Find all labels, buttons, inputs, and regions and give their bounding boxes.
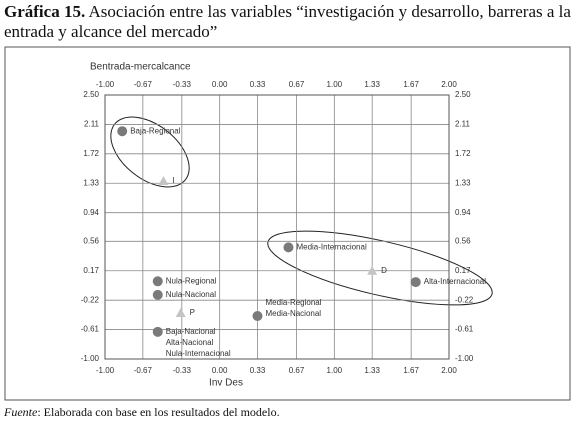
point-label: Media-Nacional <box>266 309 322 318</box>
plot-frame <box>104 94 450 360</box>
x-tick-label: 0.67 <box>289 366 305 375</box>
point-label: I <box>172 176 174 185</box>
point <box>117 126 128 137</box>
cluster-ellipse <box>110 116 190 188</box>
point-label: Alta-Nacional <box>166 338 214 347</box>
point-label: Baja-Regional <box>130 126 180 135</box>
x-tick-label-top: -0.67 <box>134 80 153 89</box>
y-tick-label-right: 0.17 <box>455 266 471 275</box>
y-tick-label-right: 2.11 <box>455 120 471 129</box>
x-tick-label: 1.67 <box>403 366 419 375</box>
x-tick-label-top: 0.00 <box>212 80 228 89</box>
y-tick-label: -0.22 <box>81 295 100 304</box>
chart-frame <box>4 46 571 401</box>
x-tick-label: -0.67 <box>134 366 153 375</box>
y-tick-label-right: -0.22 <box>455 295 474 304</box>
point-label: D <box>381 266 387 275</box>
x-axis-label: Inv Des <box>209 378 243 389</box>
point-label: Nula-Nacional <box>166 290 216 299</box>
y-tick-label-right: -0.61 <box>455 325 474 334</box>
x-tick-label: 1.33 <box>364 366 380 375</box>
x-tick-label-top: 1.00 <box>327 80 343 89</box>
point-label: Baja-Nacional <box>166 327 216 336</box>
triangle-point <box>158 175 169 185</box>
y-tick-label: 1.33 <box>83 178 99 187</box>
y-tick-label: 0.56 <box>83 236 99 245</box>
x-tick-label-top: 1.33 <box>364 80 380 89</box>
x-tick-label-top: 0.67 <box>289 80 305 89</box>
point-label: Alta-Internacional <box>424 277 486 286</box>
point <box>410 277 421 288</box>
point-label: Media-Regional <box>266 298 322 307</box>
y-tick-label-right: 1.33 <box>455 178 471 187</box>
y-tick-label: 1.72 <box>83 149 99 158</box>
source-label: Fuente <box>4 405 38 419</box>
y-tick-label-right: 0.94 <box>455 208 471 217</box>
y-axis-label: Bentrada-mercalcance <box>90 62 191 73</box>
source-text: : Elaborada con base en los resultados d… <box>37 405 280 419</box>
x-tick-label: -1.00 <box>96 366 115 375</box>
title-number: Gráfica 15. <box>4 2 86 21</box>
x-tick-label-top: -1.00 <box>96 80 115 89</box>
y-tick-label: 0.17 <box>83 266 99 275</box>
point <box>252 311 263 322</box>
point-label: Media-Internacional <box>296 242 366 251</box>
point <box>283 242 294 253</box>
y-tick-label-right: 0.56 <box>455 236 471 245</box>
x-tick-label: 2.00 <box>441 366 457 375</box>
y-tick-label: 2.11 <box>84 120 100 129</box>
x-tick-label-top: 2.00 <box>441 80 457 89</box>
triangle-point <box>175 307 186 317</box>
point-label: Nula-Regional <box>166 276 217 285</box>
y-tick-label: 2.50 <box>83 90 99 99</box>
point <box>152 289 163 300</box>
y-tick-label-right: 2.50 <box>455 90 471 99</box>
title: Gráfica 15. Asociación entre las variabl… <box>4 2 572 42</box>
x-tick-label-top: 1.67 <box>403 80 419 89</box>
y-tick-label-right: 1.72 <box>455 149 471 158</box>
x-tick-label: 0.00 <box>212 366 228 375</box>
x-tick-label-top: 0.33 <box>250 80 266 89</box>
x-tick-label: 0.33 <box>250 366 266 375</box>
x-tick-label: 1.00 <box>327 366 343 375</box>
triangle-point <box>367 265 378 275</box>
point <box>152 326 163 337</box>
point-label: Nula-Internacional <box>166 349 231 358</box>
x-tick-label: -0.33 <box>173 366 192 375</box>
point <box>152 276 163 287</box>
title-text: Asociación entre las variables “investig… <box>4 2 571 41</box>
point-label: P <box>190 308 195 317</box>
x-tick-label-top: -0.33 <box>173 80 192 89</box>
y-tick-label-right: -1.00 <box>455 354 474 363</box>
y-tick-label: -1.00 <box>81 354 100 363</box>
source: Fuente: Elaborada con base en los result… <box>4 405 280 420</box>
y-tick-label: 0.94 <box>83 208 99 217</box>
y-tick-label: -0.61 <box>81 325 100 334</box>
